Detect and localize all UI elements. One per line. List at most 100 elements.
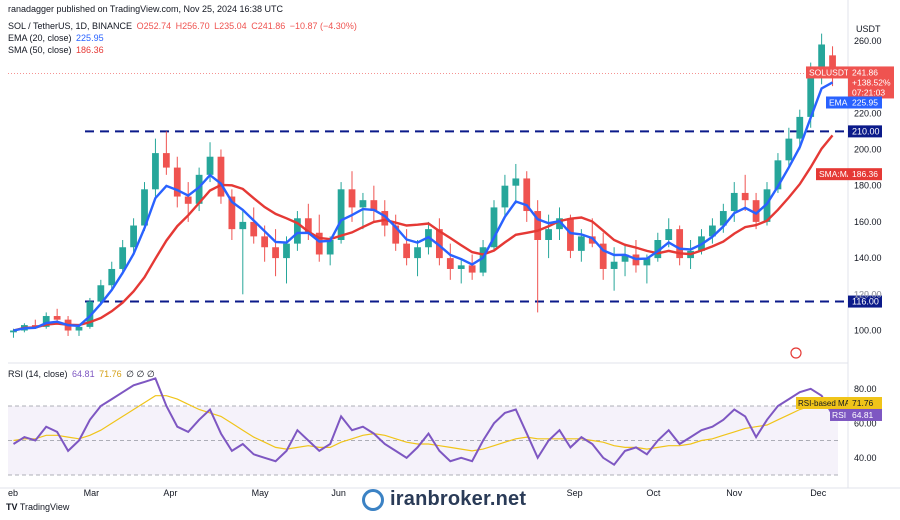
- tradingview-logo-icon: TV: [6, 502, 18, 512]
- candle-body: [556, 218, 563, 230]
- ema-value-tag: 225.95: [852, 98, 878, 108]
- time-tick-label: Dec: [810, 488, 827, 498]
- candle-body: [446, 258, 454, 269]
- candle-body: [86, 301, 94, 327]
- time-tick-label: eb: [8, 488, 18, 498]
- candle-body: [501, 185, 509, 208]
- candle-body: [283, 243, 290, 259]
- candle-body: [621, 254, 629, 262]
- level-tag-bg: [848, 125, 882, 138]
- price-tick-label: 200.00: [854, 144, 882, 154]
- tradingview-brand[interactable]: TV TradingView: [6, 502, 69, 512]
- candle-body: [337, 189, 345, 240]
- ema-legend[interactable]: EMA (20, close) 225.95: [8, 32, 106, 44]
- candle-body: [141, 189, 148, 226]
- candle-body: [108, 268, 116, 286]
- symbol-tag-bg: [806, 66, 848, 79]
- symbol-tag-text: SOLUSDT: [809, 67, 849, 77]
- candle-body: [752, 200, 760, 222]
- rsi-legend-extra: ∅ ∅ ∅: [126, 369, 155, 379]
- watermark-text: iranbroker.net: [390, 488, 527, 510]
- sma-tag-label: SMA:MA: [819, 169, 853, 179]
- time-tick-label: Nov: [726, 488, 743, 498]
- candle-body: [53, 316, 61, 320]
- candle-body: [228, 196, 236, 230]
- price-tick-label: 220.00: [854, 108, 882, 118]
- price-tick-label: 160.00: [854, 217, 882, 227]
- candle-body: [709, 225, 716, 237]
- symbol-header: SOL / TetherUS, 1D, BINANCE O252.74 H256…: [8, 20, 359, 32]
- rsi-line: [12, 377, 834, 467]
- price-tag-value: 241.86: [852, 67, 878, 77]
- candle-body: [796, 116, 804, 139]
- ema-tag-bg: [826, 96, 848, 109]
- candle-body: [119, 247, 127, 269]
- candle-body: [326, 240, 334, 255]
- candle-body: [763, 189, 771, 222]
- candle-body: [195, 174, 203, 204]
- ema-legend-value: 225.95: [76, 33, 104, 43]
- candle-body: [479, 247, 487, 273]
- price-tick-label: 140.00: [854, 253, 882, 263]
- price-tick-label: 100.00: [854, 326, 882, 336]
- candle-body: [381, 211, 389, 226]
- candle-body: [588, 236, 596, 244]
- candle-body: [217, 156, 225, 197]
- rsi-tag-label: RSI: [832, 410, 846, 420]
- ema-20-line: [13, 81, 834, 332]
- candle-body: [523, 178, 531, 212]
- close-value: C241.86: [251, 21, 286, 31]
- candle-body: [785, 138, 793, 161]
- rsi-ma-line: [13, 395, 833, 452]
- symbol-line: SOL / TetherUS, 1D, BINANCE: [8, 21, 133, 31]
- rsi-ma-tag-label: RSI-based MA: [798, 399, 851, 408]
- rsi-legend[interactable]: RSI (14, close) 64.81 71.76 ∅ ∅ ∅: [8, 368, 157, 380]
- high-value: H256.70: [175, 21, 210, 31]
- sma-legend[interactable]: SMA (50, close) 186.36: [8, 44, 106, 56]
- candle-body: [304, 218, 312, 233]
- sma-value-tag-bg: [848, 168, 882, 181]
- sma-50-line: [13, 134, 834, 332]
- rsi-legend-label: RSI (14, close): [8, 369, 68, 379]
- candle-body: [294, 218, 301, 244]
- rsi-ma-tag-bg: [796, 397, 848, 409]
- published-by: ranadagger published on TradingView.com,…: [8, 4, 284, 14]
- candle-body: [730, 192, 738, 212]
- rsi-legend-value: 64.81: [72, 369, 95, 379]
- time-tick-label: Sep: [567, 488, 583, 498]
- candle-body: [162, 153, 170, 168]
- candle-body: [512, 178, 520, 186]
- candle-body: [676, 229, 684, 259]
- candle-body: [392, 225, 400, 244]
- candle-body: [152, 153, 159, 190]
- candle-body: [184, 196, 192, 204]
- time-tick-label: Oct: [646, 488, 661, 498]
- candle-body: [414, 247, 421, 259]
- ema-tag-label: EMA: [829, 98, 848, 108]
- candle-body: [435, 229, 443, 259]
- candle-body: [10, 330, 17, 333]
- time-tick-label: May: [252, 488, 270, 498]
- rsi-legend-ma: 71.76: [99, 369, 122, 379]
- candle-body: [261, 236, 269, 248]
- rsi-tick-label: 40.00: [854, 453, 877, 463]
- time-tick-label: Jun: [331, 488, 346, 498]
- rsi-value-tag: 64.81: [852, 410, 874, 420]
- candle-body: [315, 232, 323, 255]
- candle-body: [719, 211, 727, 226]
- candle-body: [774, 160, 782, 190]
- sma-legend-value: 186.36: [76, 45, 104, 55]
- rsi-ma-value-tag-bg: [848, 397, 882, 409]
- price-tag-countdown: 07:21:03: [852, 87, 885, 97]
- candle-body: [130, 225, 137, 248]
- open-value: O252.74: [136, 21, 172, 31]
- watermark-icon: [362, 488, 384, 511]
- candle-body: [173, 167, 181, 197]
- candle-body: [97, 285, 105, 302]
- candle-body: [643, 258, 651, 266]
- candle-body: [31, 325, 39, 327]
- lightning-icon: [790, 347, 802, 359]
- candle-body: [610, 261, 618, 269]
- price-tag-bg: [848, 66, 894, 99]
